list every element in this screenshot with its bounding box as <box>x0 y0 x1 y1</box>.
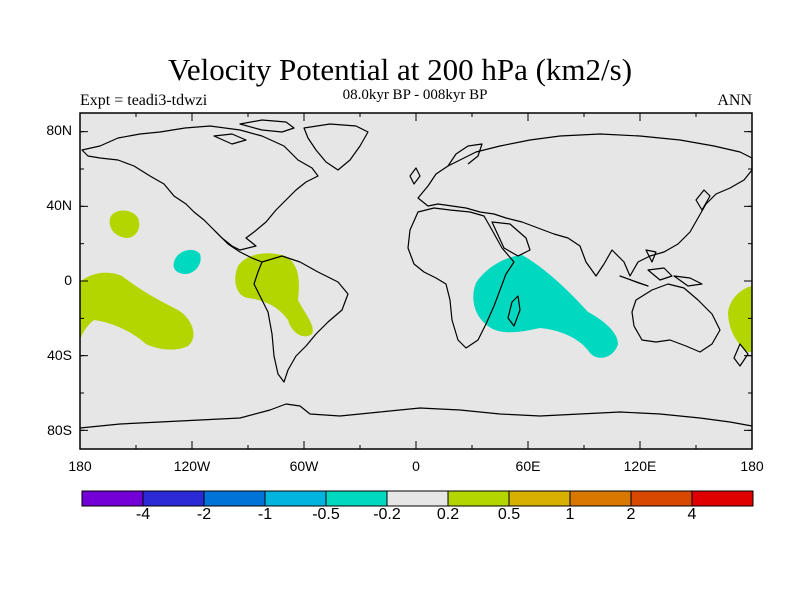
coastline-arabia <box>491 221 531 257</box>
lon-tick-label: 180 <box>740 458 764 474</box>
season-label: ANN <box>717 92 752 109</box>
lat-tick-label: 80N <box>46 122 72 138</box>
region-southwest-pacific-positive <box>728 286 752 352</box>
colorbar-label: -0.2 <box>373 506 401 523</box>
region-south-pacific-positive <box>80 272 194 350</box>
colorbar-label: -1 <box>257 506 273 523</box>
colorbar-swatch <box>325 490 388 507</box>
colorbar-label: 0.5 <box>497 506 521 523</box>
lon-tick-label: 60E <box>515 458 541 474</box>
lon-tick-label: 0 <box>412 458 420 474</box>
coastline-british-isles <box>409 167 421 185</box>
colorbar-label: 4 <box>687 506 697 523</box>
colorbar-swatch <box>142 490 205 507</box>
coastline-scandinavia <box>447 143 483 167</box>
region-south-america-positive <box>235 253 313 337</box>
region-indian-ocean-negative <box>473 255 618 358</box>
coastline-arctic-islands <box>213 119 295 145</box>
colorbar-label: -4 <box>135 506 151 523</box>
map-ticks <box>79 113 753 449</box>
colorbar-swatch <box>81 490 144 507</box>
lat-tick-label: 80S <box>47 422 72 438</box>
colorbar-label: -0.5 <box>312 506 340 523</box>
coastline-south-america <box>253 255 349 383</box>
colorbar-swatch <box>630 490 693 507</box>
coastline-australia <box>631 283 721 353</box>
map-background <box>80 113 752 449</box>
coastline-eurasia <box>417 133 753 277</box>
lat-tick-label: 40N <box>46 197 72 213</box>
colorbar-swatch <box>508 490 571 507</box>
lat-tick-label: 0 <box>64 272 72 288</box>
coastlines <box>79 119 753 429</box>
coastline-antarctica <box>79 403 753 429</box>
region-north-pacific-positive <box>109 210 140 238</box>
colorbar-swatch <box>264 490 327 507</box>
lat-tick-label: 40S <box>47 347 72 363</box>
lon-tick-label: 120E <box>623 458 657 474</box>
colorbar-swatch <box>569 490 632 507</box>
experiment-label: Expt = teadi3-tdwzi <box>80 92 208 109</box>
coastline-greenland <box>303 123 369 171</box>
lon-tick-label: 180 <box>68 458 92 474</box>
coastline-madagascar <box>507 295 521 327</box>
contour-regions <box>80 210 752 358</box>
colorbar <box>81 490 754 507</box>
coastline-maritime-continent <box>619 249 703 287</box>
coastline-central-america <box>213 229 263 263</box>
colorbar-swatch <box>386 490 449 507</box>
colorbar-swatch <box>203 490 266 507</box>
colorbar-label: 1 <box>565 506 575 523</box>
map-title: Velocity Potential at 200 hPa (km2/s) <box>167 52 633 87</box>
coastline-new-zealand <box>733 343 749 367</box>
colorbar-label: -2 <box>196 506 212 523</box>
colorbar-swatch <box>447 490 510 507</box>
colorbar-label: 0.2 <box>436 506 460 523</box>
map-subtitle: 08.0kyr BP - 008kyr BP <box>342 87 488 103</box>
region-east-pacific-negative <box>173 249 201 274</box>
coastline-africa <box>407 207 515 349</box>
lon-tick-label: 120W <box>173 458 211 474</box>
lon-tick-label: 60W <box>289 458 319 474</box>
colorbar-label: 2 <box>626 506 636 523</box>
coastline-north-america <box>81 125 319 251</box>
colorbar-swatch <box>691 490 754 507</box>
coastline-japan <box>695 189 711 211</box>
